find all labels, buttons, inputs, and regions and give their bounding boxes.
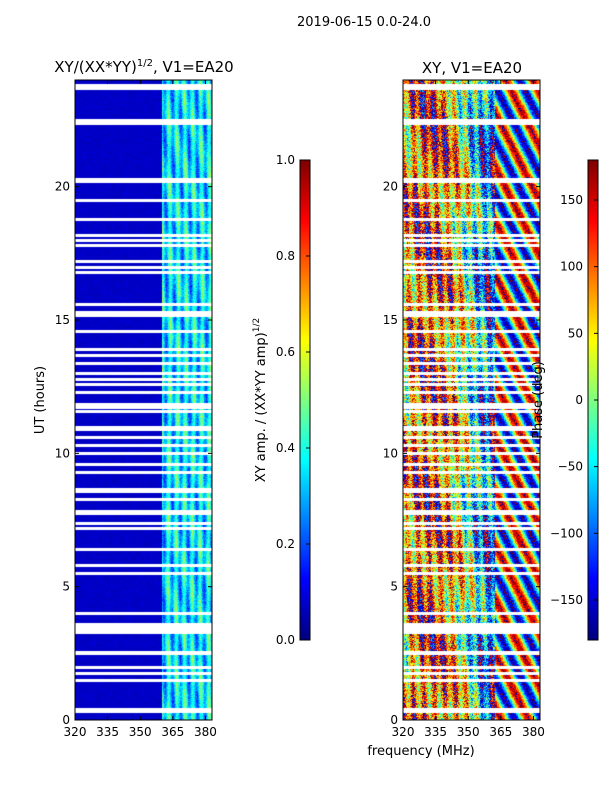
colorbar-tick-label: −50 [558, 460, 583, 474]
amplitude-axis-ticks: 320 335 350 365 380 0 5 10 15 20 [55, 80, 217, 739]
phase-axes-frame [402, 79, 541, 721]
y-tick-label: 20 [383, 180, 398, 194]
y-tick-label: 5 [62, 580, 70, 594]
colorbar-tick-label: 0.0 [276, 633, 295, 647]
amplitude-heatmap [75, 80, 212, 720]
x-tick-label: 380 [194, 725, 217, 739]
x-tick-label: 320 [392, 725, 415, 739]
amplitude-colorbar-label: XY amp. / (XX*YY amp)1/2 [252, 318, 269, 482]
amplitude-panel-title: XY/(XX*YY)1/2, V1=EA20 [54, 58, 233, 76]
y-tick-label: 15 [383, 313, 398, 327]
phase-colorbar-label: Phase (deg) [531, 361, 546, 439]
amplitude-title-exponent: 1/2 [137, 58, 153, 69]
colorbar-tick-label: 0 [575, 393, 583, 407]
colorbar-tick-label: −150 [550, 593, 583, 607]
amplitude-colorbar-gradient [300, 160, 310, 640]
amplitude-panel: XY/(XX*YY)1/2, V1=EA20 320 335 350 365 380 0 5… [33, 58, 234, 739]
amplitude-y-axis-label: UT (hours) [33, 366, 48, 434]
phase-heatmap [403, 80, 540, 720]
amplitude-title-tail: , V1=EA20 [153, 58, 234, 76]
amplitude-colorbar-label-main: XY amp. / (XX*YY amp) [254, 332, 269, 482]
x-tick-label: 380 [522, 725, 545, 739]
x-tick-label: 350 [129, 725, 152, 739]
phase-panel: XY, V1=EA20 320 335 350 365 380 0 5 10 15 20 [383, 59, 545, 739]
figure-suptitle: 2019-06-15 0.0-24.0 [297, 15, 431, 30]
phase-colorbar-ticks: 150 100 50 0 −50 −100 −150 [550, 193, 598, 607]
frequency-x-axis-label: frequency (MHz) [367, 744, 474, 759]
y-tick-label: 5 [390, 580, 398, 594]
y-tick-label: 10 [383, 446, 398, 460]
y-tick-label: 15 [55, 313, 70, 327]
x-tick-label: 320 [64, 725, 87, 739]
x-tick-label: 335 [96, 725, 119, 739]
phase-axis-ticks: 320 335 350 365 380 0 5 10 15 20 [383, 80, 545, 739]
y-tick-label: 10 [55, 446, 70, 460]
colorbar-tick-label: −100 [550, 526, 583, 540]
amplitude-colorbar-frame [299, 159, 311, 641]
colorbar-tick-label: 0.8 [276, 249, 295, 263]
y-tick-label: 0 [390, 713, 398, 727]
amplitude-colorbar-label-exponent: 1/2 [252, 318, 262, 332]
colorbar-tick-label: 1.0 [276, 153, 295, 167]
colorbar-tick-label: 100 [560, 260, 583, 274]
x-tick-label: 350 [457, 725, 480, 739]
amplitude-axes-frame [74, 79, 213, 721]
phase-colorbar-gradient [588, 160, 598, 640]
colorbar-tick-label: 0.2 [276, 537, 295, 551]
x-tick-label: 335 [424, 725, 447, 739]
phase-panel-title: XY, V1=EA20 [422, 59, 522, 77]
phase-colorbar: 150 100 50 0 −50 −100 −150 Phase (deg) [531, 159, 599, 641]
x-tick-label: 365 [161, 725, 184, 739]
colorbar-tick-label: 50 [568, 326, 583, 340]
y-tick-label: 0 [62, 713, 70, 727]
colorbar-tick-label: 0.6 [276, 345, 295, 359]
amplitude-title-main: XY/(XX*YY) [54, 58, 137, 76]
colorbar-tick-label: 0.4 [276, 441, 295, 455]
x-tick-label: 365 [489, 725, 512, 739]
colorbar-tick-label: 150 [560, 193, 583, 207]
y-tick-label: 20 [55, 180, 70, 194]
amplitude-colorbar: 0.0 0.2 0.4 0.6 0.8 1.0 XY amp. / (XX*YY amp)… [252, 153, 311, 647]
amplitude-colorbar-ticks: 0.0 0.2 0.4 0.6 0.8 1.0 [276, 153, 310, 647]
